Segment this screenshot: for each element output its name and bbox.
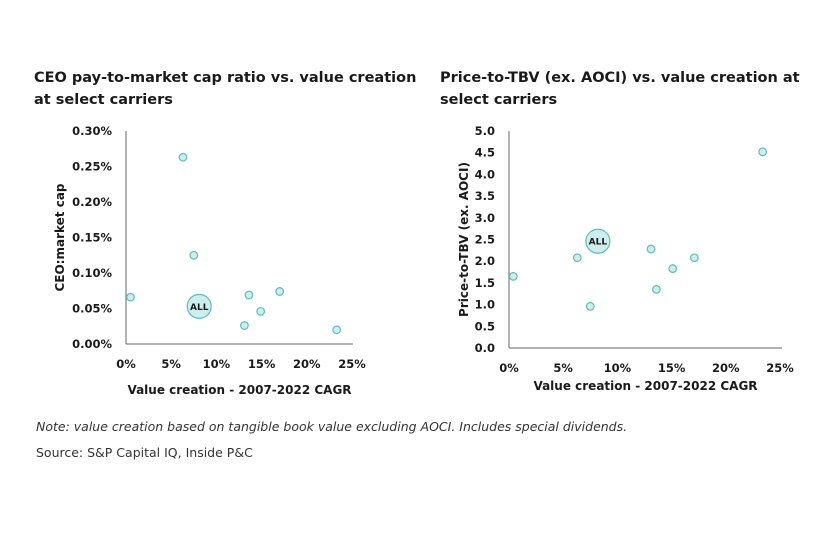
y-tick-label: 1.0 (475, 298, 495, 312)
x-tick-label: 25% (766, 361, 794, 375)
all-carriers-label: ALL (190, 303, 209, 313)
data-point (244, 290, 254, 300)
y-tick-label: 5.0 (475, 124, 495, 138)
x-axis-label: Value creation - 2007-2022 CAGR (127, 383, 351, 397)
data-point (178, 152, 188, 162)
data-point (256, 306, 266, 316)
y-tick-label: 1.5 (475, 276, 495, 290)
data-point (668, 264, 678, 273)
y-axis-label: CEO:market cap (53, 183, 67, 291)
chart-title: Price-to-TBV (ex. AOCI) vs. value creati… (440, 70, 800, 86)
all-carriers-bubble (585, 228, 611, 254)
data-point (572, 253, 582, 263)
y-tick-label: 0.25% (72, 160, 112, 174)
chart-title: select carriers (440, 92, 557, 108)
all-carriers-label: ALL (589, 238, 608, 248)
data-point (126, 292, 135, 302)
data-point (240, 321, 249, 330)
data-point (275, 287, 285, 296)
y-tick-label: 0.10% (72, 266, 112, 280)
x-tick-label: 15% (248, 357, 276, 371)
x-tick-label: 10% (203, 357, 231, 371)
x-tick-label: 0% (116, 357, 136, 371)
data-point (332, 325, 342, 335)
data-point (189, 250, 199, 260)
x-tick-label: 20% (712, 361, 740, 375)
y-tick-label: 0.30% (72, 124, 112, 138)
y-tick-label: 0.05% (72, 302, 112, 316)
y-tick-label: 2.5 (475, 233, 495, 247)
price-to-tbv-chart: Price-to-TBV (ex. AOCI) vs. value creati… (440, 70, 800, 393)
data-point (652, 285, 661, 294)
footnote: Note: value creation based on tangible b… (36, 419, 627, 434)
x-tick-label: 5% (161, 357, 181, 371)
source-note: Source: S&P Capital IQ, Inside P&C (36, 445, 253, 460)
data-point (646, 244, 656, 254)
x-tick-label: 0% (499, 361, 519, 375)
y-tick-label: 4.5 (475, 146, 495, 160)
x-tick-label: 25% (338, 357, 366, 371)
y-tick-label: 0.15% (72, 231, 112, 245)
y-tick-label: 0.20% (72, 195, 112, 209)
chart-title: at select carriers (34, 92, 173, 108)
y-tick-label: 0.0 (475, 341, 495, 355)
data-point (508, 271, 518, 281)
data-point (689, 253, 699, 263)
data-point (758, 147, 768, 157)
x-tick-label: 15% (658, 361, 686, 375)
y-tick-label: 2.0 (475, 254, 495, 268)
y-tick-label: 0.5 (475, 319, 495, 333)
y-tick-label: 3.0 (475, 211, 495, 225)
x-tick-label: 10% (604, 361, 632, 375)
y-tick-label: 0.00% (72, 337, 112, 351)
ceo-pay-chart: CEO pay-to-market cap ratio vs. value cr… (34, 70, 416, 397)
x-tick-label: 20% (293, 357, 321, 371)
chart-title: CEO pay-to-market cap ratio vs. value cr… (34, 70, 416, 86)
y-tick-label: 3.5 (475, 189, 495, 203)
x-axis-label: Value creation - 2007-2022 CAGR (533, 379, 757, 393)
data-point (585, 301, 595, 311)
all-carriers-bubble (186, 293, 212, 319)
y-axis-label: Price-to-TBV (ex. AOCI) (457, 162, 471, 317)
x-tick-label: 5% (553, 361, 573, 375)
y-tick-label: 4.0 (475, 167, 495, 181)
